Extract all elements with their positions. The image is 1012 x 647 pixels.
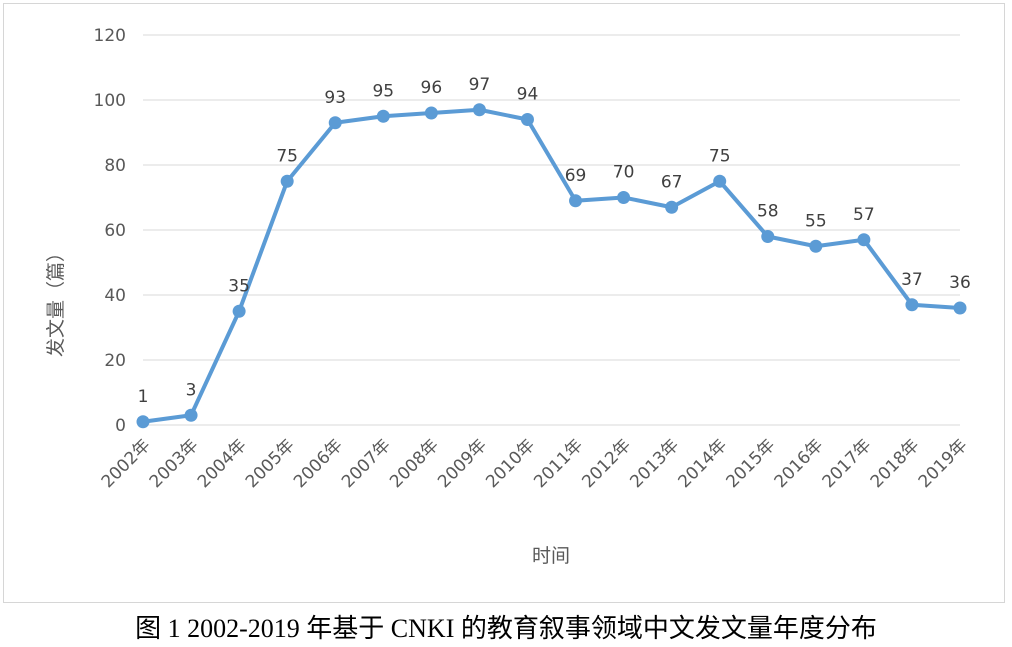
data-point [376, 109, 390, 123]
data-label: 57 [853, 205, 875, 225]
data-point [857, 233, 871, 247]
data-point [713, 174, 727, 188]
data-point [761, 230, 775, 243]
data-label: 93 [324, 88, 346, 108]
data-label: 94 [517, 85, 539, 105]
y-tick-label: 40 [104, 286, 126, 306]
data-point [809, 239, 823, 253]
series-line [141, 107, 962, 424]
y-tick-label: 100 [94, 91, 126, 111]
gridlines [143, 34, 960, 426]
data-point [184, 408, 198, 422]
data-point [569, 194, 583, 208]
x-tick-label: 2006年 [290, 435, 347, 492]
data-label: 37 [901, 270, 923, 290]
x-tick-label: 2011年 [530, 435, 587, 492]
data-label: 75 [709, 146, 731, 166]
data-point [665, 200, 679, 214]
y-tick-label: 120 [94, 26, 126, 46]
y-tick-labels: 0 20 40 60 80 100 120 [94, 26, 126, 436]
x-tick-label: 2016年 [771, 435, 828, 492]
x-tick-label: 2003年 [146, 435, 203, 492]
data-label: 67 [661, 172, 683, 192]
x-tick-label: 2019年 [915, 435, 972, 492]
x-tick-label: 2012年 [578, 435, 635, 492]
data-label: 96 [421, 78, 443, 98]
figure-caption: 图 1 2002-2019 年基于 CNKI 的教育叙事领域中文发文量年度分布 [135, 614, 877, 643]
data-point [520, 113, 534, 126]
x-tick-label: 2010年 [482, 435, 539, 492]
data-point [424, 106, 438, 120]
data-point [953, 301, 967, 315]
x-tick-label: 2008年 [386, 435, 443, 492]
x-axis-title: 时间 [532, 545, 570, 567]
data-label: 36 [949, 273, 971, 293]
data-point [280, 174, 294, 188]
data-label: 95 [372, 81, 394, 101]
data-point [905, 298, 919, 312]
data-label: 97 [469, 75, 491, 95]
data-point [232, 304, 246, 318]
x-tick-label: 2009年 [434, 435, 491, 492]
data-labels: 1 3 35 75 93 95 96 97 94 69 70 67 75 58 55 57 37 36 [138, 75, 971, 407]
x-tick-label: 2002年 [98, 435, 155, 492]
data-point [328, 116, 342, 130]
data-label: 69 [565, 166, 587, 186]
y-axis-title: 发文量（篇） [45, 243, 67, 357]
data-point [617, 191, 631, 204]
x-tick-label: 2004年 [194, 435, 251, 492]
x-tick-label: 2015年 [723, 435, 780, 492]
x-tick-label: 2007年 [338, 435, 395, 492]
y-tick-label: 0 [115, 416, 126, 436]
x-tick-label: 2005年 [242, 435, 299, 492]
data-label: 35 [228, 276, 250, 296]
data-label: 55 [805, 211, 827, 231]
data-point [472, 103, 486, 117]
data-label: 1 [138, 387, 149, 407]
x-tick-label: 2013年 [626, 435, 683, 492]
data-label: 58 [757, 202, 779, 222]
x-tick-labels: 2002年2003年2004年2005年2006年2007年2008年2009年… [98, 435, 972, 492]
data-label: 70 [613, 163, 635, 183]
data-label: 3 [186, 380, 197, 400]
y-tick-label: 60 [104, 221, 126, 241]
data-point [136, 415, 150, 429]
chart-frame [3, 3, 1005, 603]
y-tick-label: 20 [104, 351, 126, 371]
x-tick-label: 2018年 [867, 435, 924, 492]
x-tick-label: 2014年 [674, 435, 731, 492]
data-label: 75 [276, 146, 298, 166]
series-group [136, 103, 967, 429]
y-tick-label: 80 [104, 156, 126, 176]
x-tick-label: 2017年 [819, 435, 876, 492]
line-chart: 0 20 40 60 80 100 120 2002年2003年2004年2005年2006… [45, 26, 972, 567]
